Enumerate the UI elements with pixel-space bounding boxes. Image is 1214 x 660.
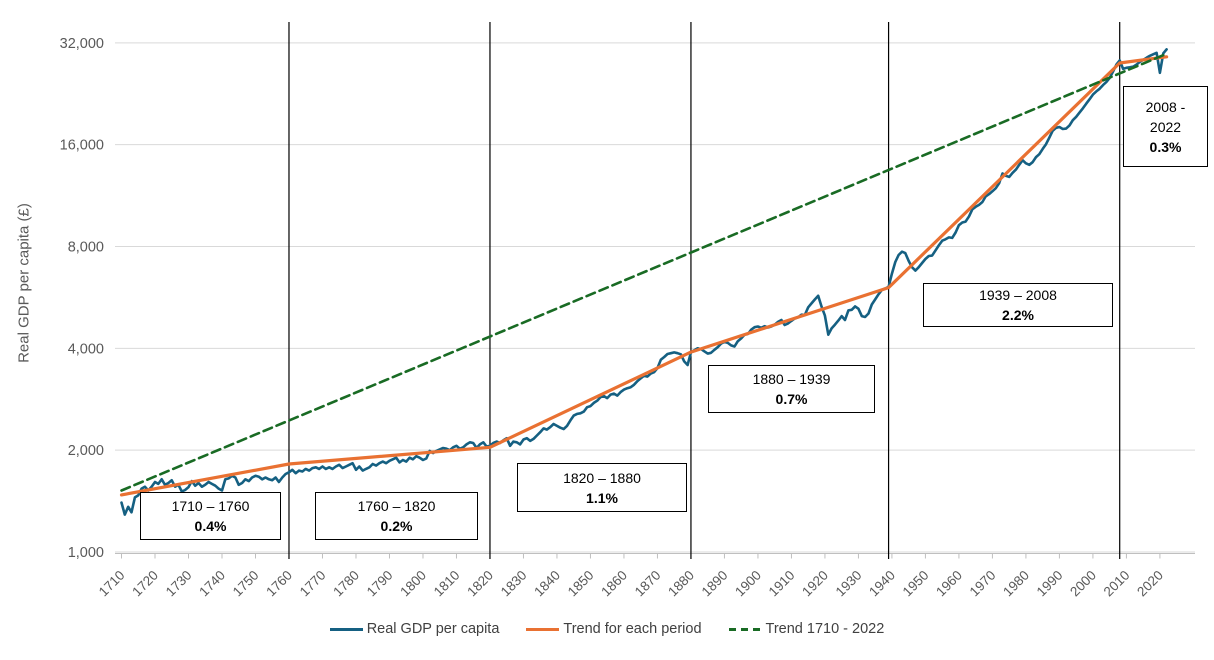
legend-item-real-gdp: Real GDP per capita (329, 621, 500, 637)
x-tick-label-1830: 1830 (498, 568, 530, 600)
legend-item-trend-overall: Trend 1710 - 2022 (728, 621, 885, 637)
annotation-period: 1820 – 1880 (563, 469, 641, 486)
legend-label: Trend for each period (563, 621, 702, 637)
legend-label: Real GDP per capita (366, 621, 500, 637)
y-tick-label-2,000: 2,000 (68, 443, 104, 459)
x-tick-label-1770: 1770 (297, 568, 329, 600)
annotation-rate: 0.2% (380, 518, 413, 534)
x-tick-label-2000: 2000 (1067, 568, 1099, 600)
y-tick-label-32,000: 32,000 (60, 36, 104, 52)
x-tick-label-1740: 1740 (196, 568, 228, 600)
series-line-0 (120, 48, 1168, 516)
legend-item-trend-period: Trend for each period (526, 621, 702, 637)
x-tick-label-1880: 1880 (665, 568, 697, 600)
x-tick-label-1980: 1980 (1000, 568, 1032, 600)
x-tick-label-1890: 1890 (699, 568, 731, 600)
x-tick-label-1970: 1970 (967, 568, 999, 600)
y-tick-label-1,000: 1,000 (68, 545, 104, 561)
annotation-rate: 0.3% (1149, 138, 1182, 155)
y-tick-label-16,000: 16,000 (60, 138, 104, 154)
legend-line-swatch-solid-orange (526, 627, 560, 631)
annotation-box-1760-1820: 1760 – 1820 0.2% (315, 492, 478, 540)
series-line-2 (120, 52, 1168, 492)
annotation-rate: 0.4% (194, 518, 227, 534)
annotation-rate: 1.1% (586, 489, 618, 506)
annotation-box-1710-1760: 1710 – 1760 0.4% (140, 492, 281, 540)
x-tick-label-2020: 2020 (1134, 568, 1166, 600)
annotation-period: 1710 – 1760 (171, 498, 250, 514)
x-tick-label-1960: 1960 (933, 568, 965, 600)
x-tick-label-1780: 1780 (330, 568, 362, 600)
annotation-period: 1880 – 1939 (752, 371, 831, 387)
x-tick-label-1790: 1790 (364, 568, 396, 600)
x-tick-label-1800: 1800 (397, 568, 429, 600)
x-tick-label-1840: 1840 (531, 568, 563, 600)
annotation-box-1939-2008: 1939 – 2008 2.2% (923, 283, 1113, 327)
legend-line-swatch-dashed-green (728, 627, 762, 631)
x-tick-label-1900: 1900 (732, 568, 764, 600)
y-tick-label-8,000: 8,000 (68, 240, 104, 256)
x-tick-label-1750: 1750 (230, 568, 262, 600)
x-tick-label-1810: 1810 (431, 568, 463, 600)
x-tick-label-1870: 1870 (632, 568, 664, 600)
legend-label: Trend 1710 - 2022 (765, 621, 885, 637)
x-tick-label-1820: 1820 (464, 568, 496, 600)
annotation-rate: 2.2% (1002, 307, 1034, 323)
x-tick-label-2010: 2010 (1101, 568, 1133, 600)
x-tick-label-1720: 1720 (129, 568, 161, 600)
annotation-period: 1939 – 2008 (979, 287, 1057, 303)
x-tick-label-1860: 1860 (598, 568, 630, 600)
x-tick-label-1930: 1930 (833, 568, 865, 600)
x-tick-label-1920: 1920 (799, 568, 831, 600)
x-tick-label-1730: 1730 (163, 568, 195, 600)
y-axis-title: Real GDP per capita (£) (15, 203, 33, 363)
legend-line-swatch-solid-blue (329, 627, 363, 631)
x-tick-label-1940: 1940 (866, 568, 898, 600)
annotation-box-2008-2022: 2008 - 2022 0.3% (1123, 86, 1208, 167)
chart-legend: Real GDP per capita Trend for each perio… (0, 621, 1214, 637)
y-tick-label-4,000: 4,000 (68, 341, 104, 357)
x-tick-label-1710: 1710 (96, 568, 128, 600)
x-tick-label-1760: 1760 (263, 568, 295, 600)
annotation-period: 2008 - 2022 (1145, 98, 1186, 135)
annotation-box-1820-1880: 1820 – 1880 1.1% (517, 463, 687, 512)
x-tick-label-1910: 1910 (766, 568, 798, 600)
annotation-box-1880-1939: 1880 – 1939 0.7% (708, 365, 875, 413)
x-tick-label-1990: 1990 (1034, 568, 1066, 600)
x-tick-label-1850: 1850 (565, 568, 597, 600)
annotation-period: 1760 – 1820 (357, 498, 436, 514)
series-line-1 (119, 55, 1169, 497)
annotation-rate: 0.7% (775, 391, 808, 407)
x-tick-label-1950: 1950 (900, 568, 932, 600)
